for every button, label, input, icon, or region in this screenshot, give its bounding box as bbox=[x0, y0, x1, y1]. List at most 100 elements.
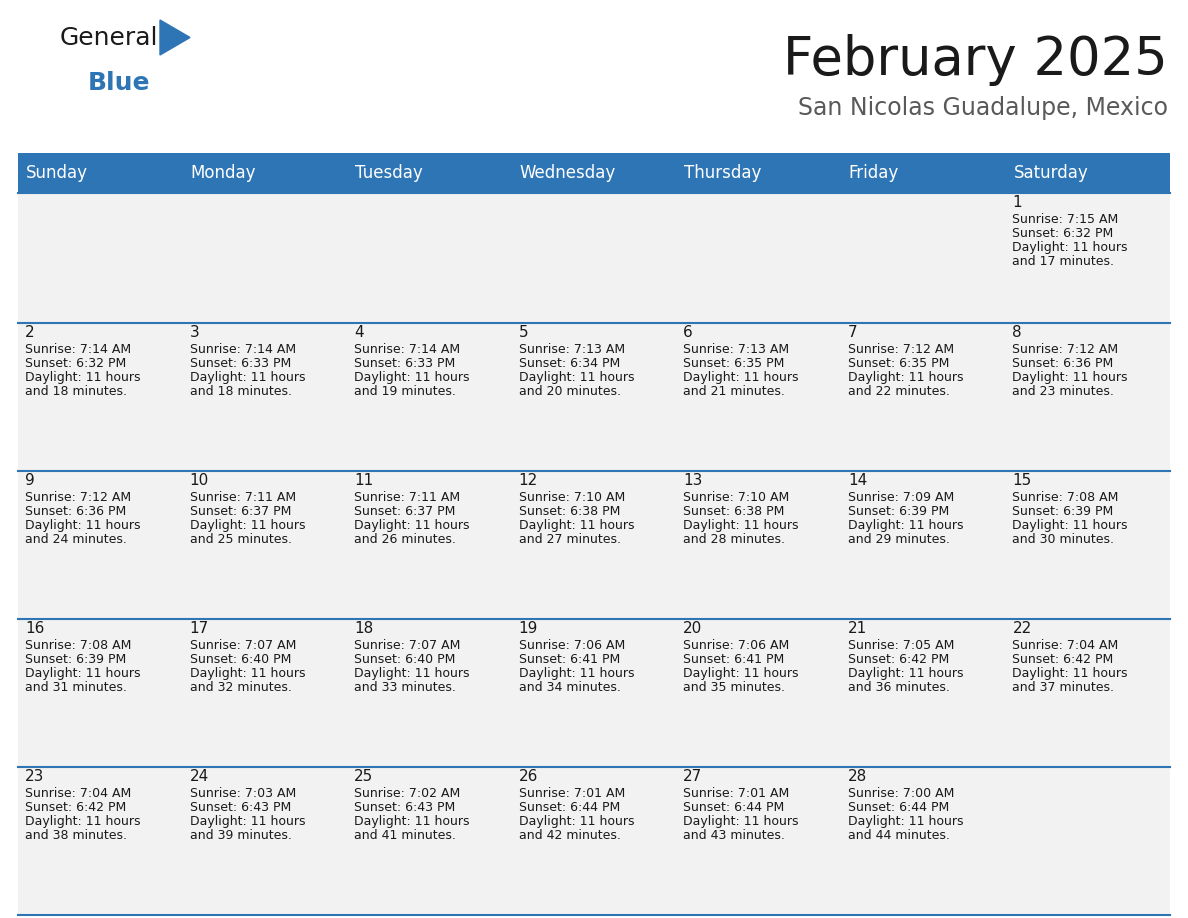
Text: Daylight: 11 hours: Daylight: 11 hours bbox=[848, 815, 963, 828]
Text: Sunset: 6:41 PM: Sunset: 6:41 PM bbox=[519, 653, 620, 666]
Text: Tuesday: Tuesday bbox=[355, 164, 423, 182]
Text: and 28 minutes.: and 28 minutes. bbox=[683, 533, 785, 546]
Text: Sunset: 6:34 PM: Sunset: 6:34 PM bbox=[519, 357, 620, 370]
Text: and 34 minutes.: and 34 minutes. bbox=[519, 681, 620, 694]
Text: General: General bbox=[61, 26, 158, 50]
Text: Daylight: 11 hours: Daylight: 11 hours bbox=[683, 667, 798, 680]
Text: and 33 minutes.: and 33 minutes. bbox=[354, 681, 456, 694]
Text: Sunrise: 7:04 AM: Sunrise: 7:04 AM bbox=[25, 787, 131, 800]
Text: Sunset: 6:36 PM: Sunset: 6:36 PM bbox=[1012, 357, 1113, 370]
Text: and 24 minutes.: and 24 minutes. bbox=[25, 533, 127, 546]
Text: and 20 minutes.: and 20 minutes. bbox=[519, 385, 620, 398]
Text: and 32 minutes.: and 32 minutes. bbox=[190, 681, 291, 694]
Text: Daylight: 11 hours: Daylight: 11 hours bbox=[354, 667, 469, 680]
Text: Sunrise: 7:10 AM: Sunrise: 7:10 AM bbox=[519, 491, 625, 504]
Text: Friday: Friday bbox=[849, 164, 899, 182]
Text: Daylight: 11 hours: Daylight: 11 hours bbox=[190, 667, 305, 680]
Text: 7: 7 bbox=[848, 325, 858, 340]
Text: and 39 minutes.: and 39 minutes. bbox=[190, 829, 291, 842]
Text: Sunset: 6:39 PM: Sunset: 6:39 PM bbox=[1012, 505, 1113, 518]
Text: Sunrise: 7:11 AM: Sunrise: 7:11 AM bbox=[354, 491, 460, 504]
Text: 13: 13 bbox=[683, 473, 702, 488]
Text: 21: 21 bbox=[848, 621, 867, 636]
Text: Daylight: 11 hours: Daylight: 11 hours bbox=[354, 371, 469, 384]
Text: February 2025: February 2025 bbox=[783, 34, 1168, 86]
Text: Sunset: 6:40 PM: Sunset: 6:40 PM bbox=[190, 653, 291, 666]
Text: Sunset: 6:43 PM: Sunset: 6:43 PM bbox=[354, 801, 455, 814]
Text: 9: 9 bbox=[25, 473, 34, 488]
Text: 20: 20 bbox=[683, 621, 702, 636]
Text: Daylight: 11 hours: Daylight: 11 hours bbox=[354, 815, 469, 828]
Text: and 41 minutes.: and 41 minutes. bbox=[354, 829, 456, 842]
Text: Sunset: 6:42 PM: Sunset: 6:42 PM bbox=[848, 653, 949, 666]
Text: 14: 14 bbox=[848, 473, 867, 488]
Text: 12: 12 bbox=[519, 473, 538, 488]
Text: Sunset: 6:44 PM: Sunset: 6:44 PM bbox=[848, 801, 949, 814]
Text: Wednesday: Wednesday bbox=[519, 164, 615, 182]
Text: 27: 27 bbox=[683, 769, 702, 784]
Text: Sunset: 6:38 PM: Sunset: 6:38 PM bbox=[519, 505, 620, 518]
Text: Sunset: 6:38 PM: Sunset: 6:38 PM bbox=[683, 505, 784, 518]
Bar bbox=[18, 767, 1170, 915]
Text: and 18 minutes.: and 18 minutes. bbox=[25, 385, 127, 398]
Text: 3: 3 bbox=[190, 325, 200, 340]
Text: 5: 5 bbox=[519, 325, 529, 340]
Text: Sunset: 6:37 PM: Sunset: 6:37 PM bbox=[190, 505, 291, 518]
Text: Saturday: Saturday bbox=[1013, 164, 1088, 182]
Text: Sunrise: 7:00 AM: Sunrise: 7:00 AM bbox=[848, 787, 954, 800]
Text: 18: 18 bbox=[354, 621, 373, 636]
Text: and 35 minutes.: and 35 minutes. bbox=[683, 681, 785, 694]
Text: Daylight: 11 hours: Daylight: 11 hours bbox=[25, 519, 140, 532]
Text: Sunrise: 7:14 AM: Sunrise: 7:14 AM bbox=[190, 343, 296, 356]
Text: Sunrise: 7:09 AM: Sunrise: 7:09 AM bbox=[848, 491, 954, 504]
Text: 19: 19 bbox=[519, 621, 538, 636]
Text: Sunrise: 7:14 AM: Sunrise: 7:14 AM bbox=[354, 343, 460, 356]
Text: Sunset: 6:35 PM: Sunset: 6:35 PM bbox=[683, 357, 784, 370]
Text: Sunrise: 7:13 AM: Sunrise: 7:13 AM bbox=[683, 343, 789, 356]
Text: Sunset: 6:35 PM: Sunset: 6:35 PM bbox=[848, 357, 949, 370]
Text: Sunset: 6:32 PM: Sunset: 6:32 PM bbox=[1012, 227, 1113, 240]
Text: Daylight: 11 hours: Daylight: 11 hours bbox=[25, 815, 140, 828]
Text: and 22 minutes.: and 22 minutes. bbox=[848, 385, 949, 398]
Text: 15: 15 bbox=[1012, 473, 1031, 488]
Text: 2: 2 bbox=[25, 325, 34, 340]
Polygon shape bbox=[160, 20, 190, 55]
Text: 26: 26 bbox=[519, 769, 538, 784]
Text: Daylight: 11 hours: Daylight: 11 hours bbox=[1012, 519, 1127, 532]
Bar bbox=[18, 619, 1170, 767]
Text: Daylight: 11 hours: Daylight: 11 hours bbox=[683, 815, 798, 828]
Text: Daylight: 11 hours: Daylight: 11 hours bbox=[519, 667, 634, 680]
Text: Daylight: 11 hours: Daylight: 11 hours bbox=[354, 519, 469, 532]
Text: and 30 minutes.: and 30 minutes. bbox=[1012, 533, 1114, 546]
Text: Sunset: 6:43 PM: Sunset: 6:43 PM bbox=[190, 801, 291, 814]
Text: Daylight: 11 hours: Daylight: 11 hours bbox=[683, 519, 798, 532]
Text: Sunrise: 7:11 AM: Sunrise: 7:11 AM bbox=[190, 491, 296, 504]
Text: and 29 minutes.: and 29 minutes. bbox=[848, 533, 949, 546]
Text: and 44 minutes.: and 44 minutes. bbox=[848, 829, 949, 842]
Text: Daylight: 11 hours: Daylight: 11 hours bbox=[190, 371, 305, 384]
Bar bbox=[18, 193, 1170, 323]
Text: Thursday: Thursday bbox=[684, 164, 762, 182]
Text: Sunrise: 7:10 AM: Sunrise: 7:10 AM bbox=[683, 491, 790, 504]
Text: Sunrise: 7:08 AM: Sunrise: 7:08 AM bbox=[1012, 491, 1119, 504]
Text: Sunset: 6:42 PM: Sunset: 6:42 PM bbox=[1012, 653, 1113, 666]
Text: Daylight: 11 hours: Daylight: 11 hours bbox=[1012, 371, 1127, 384]
Text: Sunrise: 7:08 AM: Sunrise: 7:08 AM bbox=[25, 639, 132, 652]
Text: Daylight: 11 hours: Daylight: 11 hours bbox=[683, 371, 798, 384]
Text: 16: 16 bbox=[25, 621, 44, 636]
Text: Sunrise: 7:05 AM: Sunrise: 7:05 AM bbox=[848, 639, 954, 652]
Text: Daylight: 11 hours: Daylight: 11 hours bbox=[25, 371, 140, 384]
Text: 11: 11 bbox=[354, 473, 373, 488]
Text: Sunset: 6:39 PM: Sunset: 6:39 PM bbox=[25, 653, 126, 666]
Text: Sunset: 6:33 PM: Sunset: 6:33 PM bbox=[190, 357, 291, 370]
Text: Sunrise: 7:14 AM: Sunrise: 7:14 AM bbox=[25, 343, 131, 356]
Text: Sunrise: 7:01 AM: Sunrise: 7:01 AM bbox=[519, 787, 625, 800]
Text: Sunset: 6:40 PM: Sunset: 6:40 PM bbox=[354, 653, 455, 666]
Text: Sunset: 6:44 PM: Sunset: 6:44 PM bbox=[519, 801, 620, 814]
Text: San Nicolas Guadalupe, Mexico: San Nicolas Guadalupe, Mexico bbox=[798, 96, 1168, 120]
Text: Daylight: 11 hours: Daylight: 11 hours bbox=[519, 815, 634, 828]
Text: Sunset: 6:42 PM: Sunset: 6:42 PM bbox=[25, 801, 126, 814]
Text: and 18 minutes.: and 18 minutes. bbox=[190, 385, 291, 398]
Text: Sunrise: 7:06 AM: Sunrise: 7:06 AM bbox=[683, 639, 790, 652]
Text: Daylight: 11 hours: Daylight: 11 hours bbox=[519, 371, 634, 384]
